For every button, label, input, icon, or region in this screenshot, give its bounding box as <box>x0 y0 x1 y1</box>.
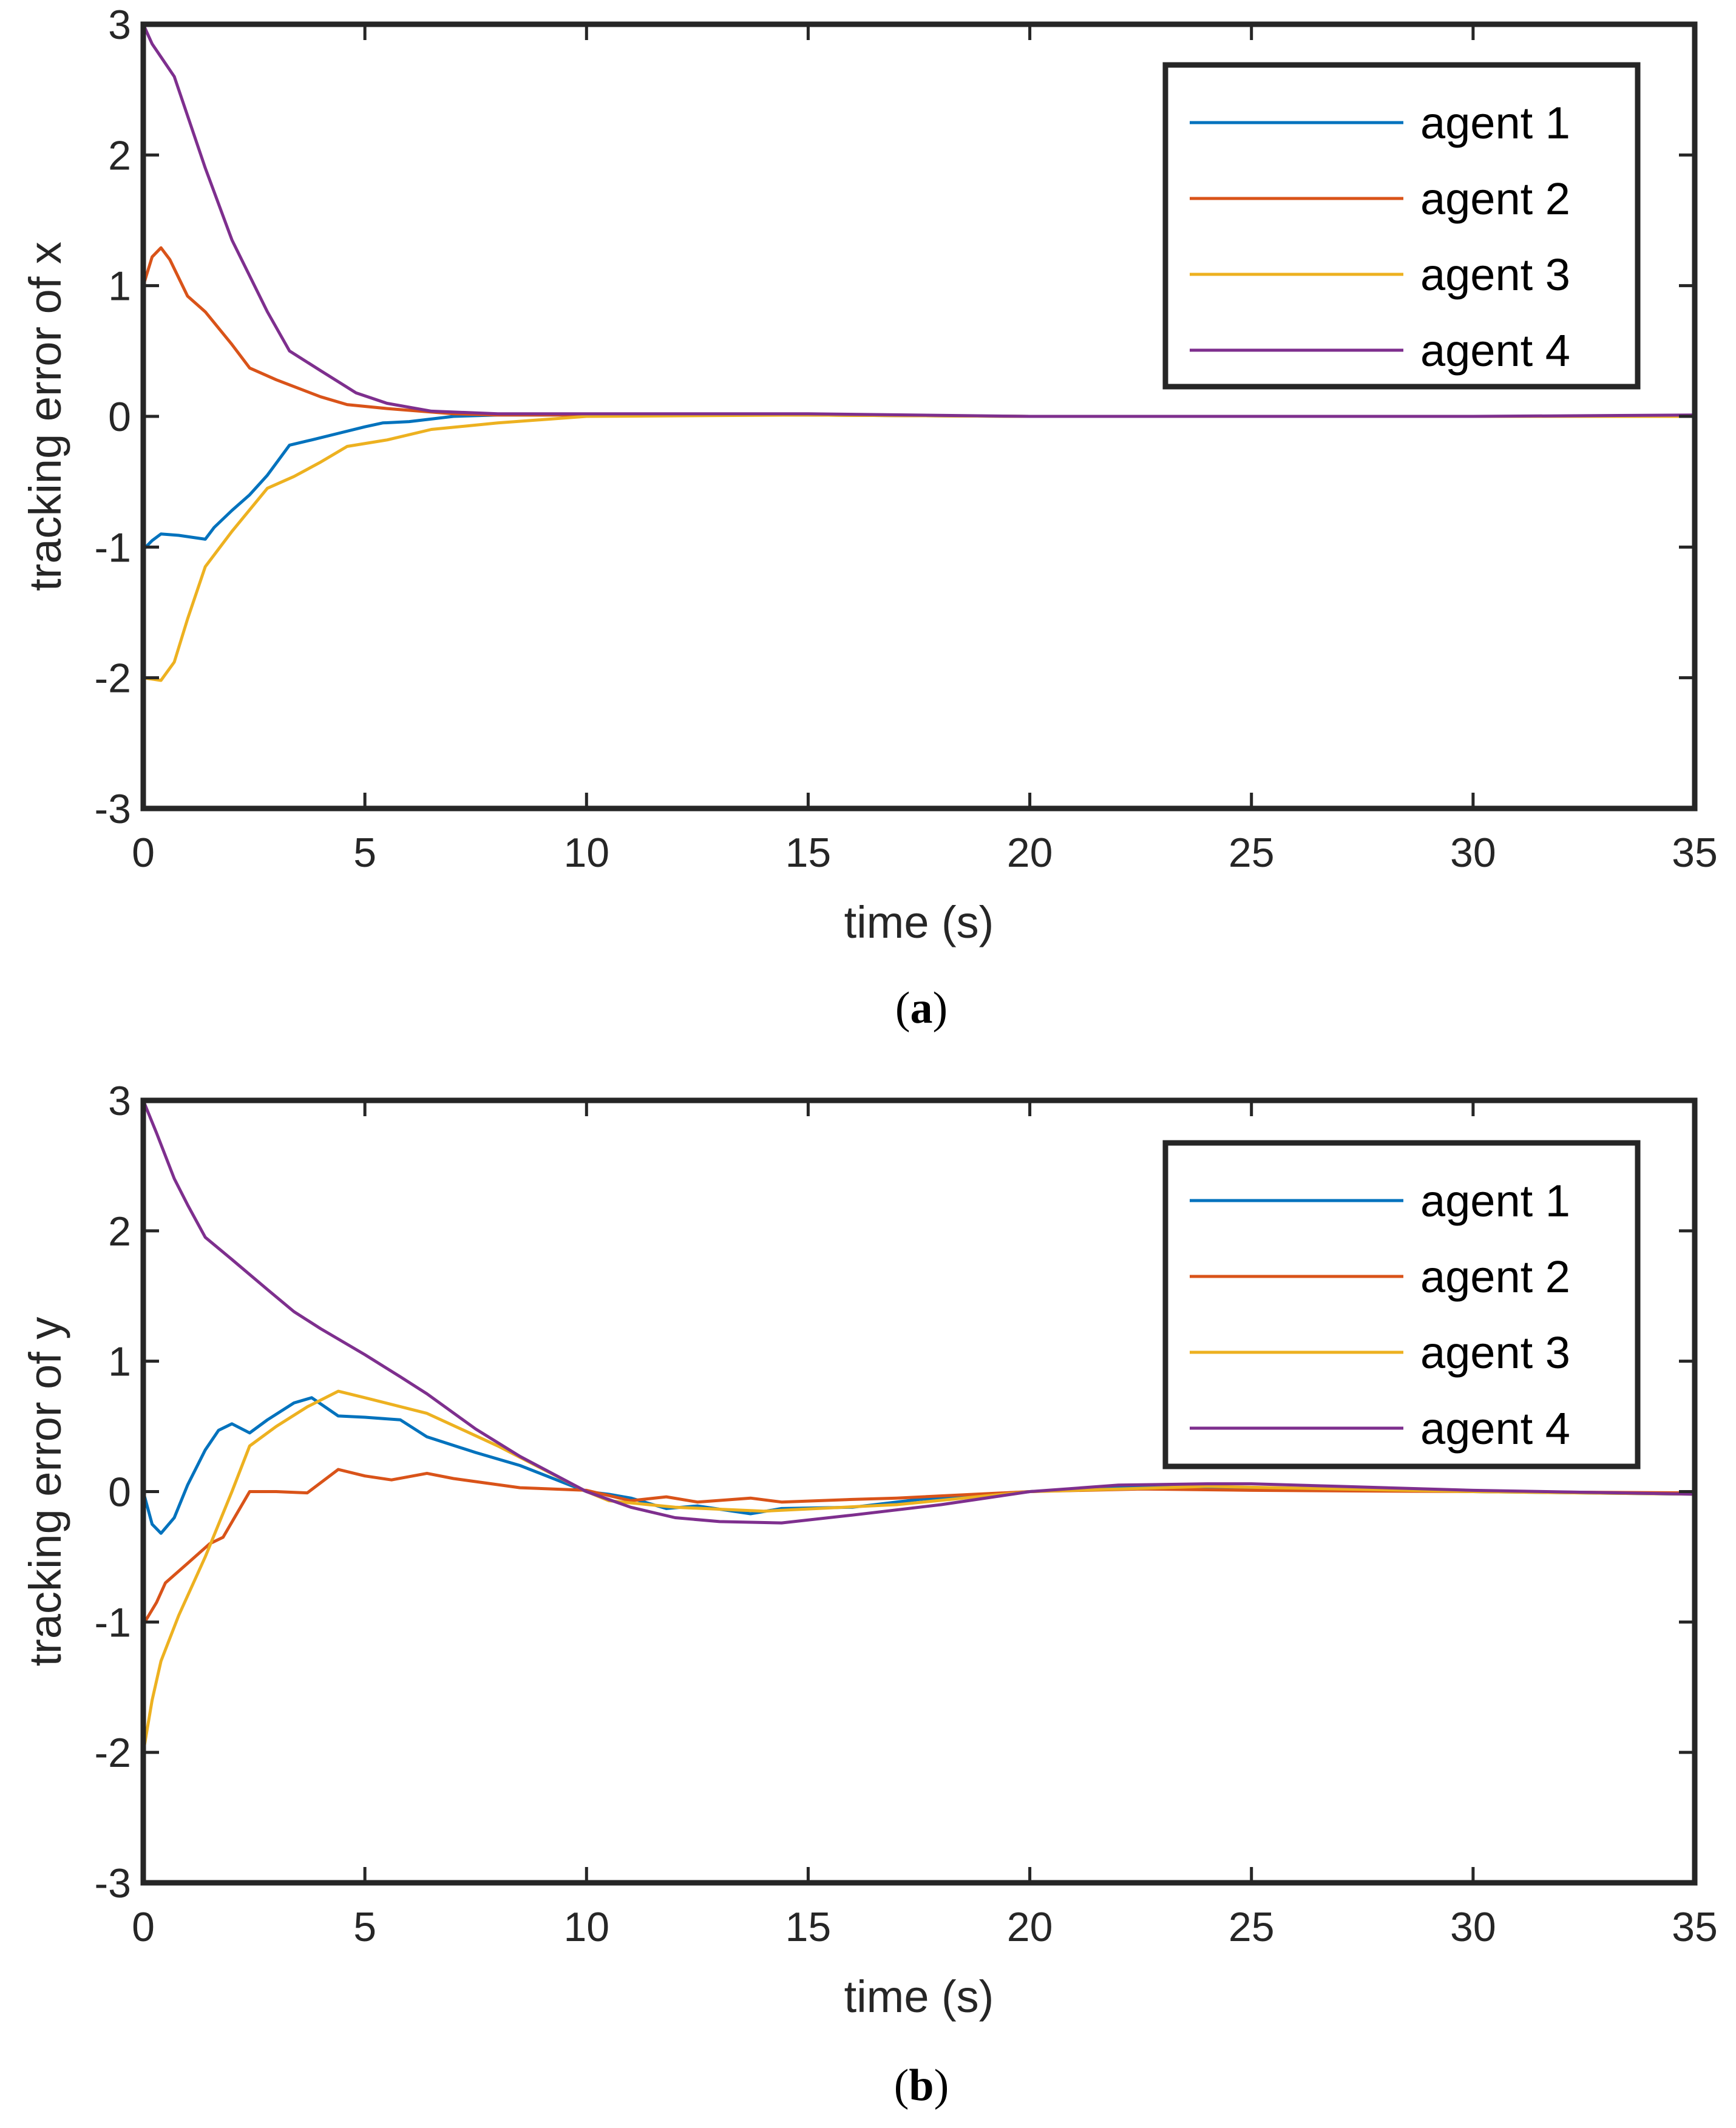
x-axis-label: time (s) <box>844 1971 994 2022</box>
panel-caption: (b) <box>894 2061 949 2110</box>
y-tick-label: 2 <box>108 132 131 178</box>
x-tick-label: 0 <box>132 1904 155 1950</box>
x-tick-label: 30 <box>1450 1904 1496 1950</box>
y-tick-label: -2 <box>95 1730 131 1776</box>
series-line-agent-3 <box>143 1389 1695 1753</box>
caption-paren-close: ) <box>934 2061 949 2110</box>
x-tick-label: 10 <box>563 830 609 876</box>
y-tick-label: 0 <box>108 394 131 440</box>
x-tick-label: 20 <box>1007 1904 1053 1950</box>
caption-letter: b <box>909 2061 934 2110</box>
x-tick-label: 35 <box>1672 1904 1718 1950</box>
x-tick-label: 35 <box>1672 830 1718 876</box>
series-line-agent-4 <box>143 24 1695 418</box>
y-axis-label: tracking error of x <box>20 242 70 591</box>
y-tick-label: -1 <box>95 524 131 571</box>
x-tick-label: 25 <box>1229 1904 1275 1950</box>
y-tick-label: 3 <box>108 2 131 48</box>
x-tick-label: 0 <box>132 830 155 876</box>
y-tick-label: 1 <box>108 263 131 310</box>
caption-paren-open: ( <box>895 983 910 1033</box>
legend-label: agent 4 <box>1420 1403 1570 1454</box>
y-tick-label: -2 <box>95 656 131 702</box>
y-tick-label: -3 <box>95 1860 131 1906</box>
legend: agent 1 agent 2 agent 3 agent 4 <box>1162 62 1641 390</box>
y-axis-label: tracking error of y <box>20 1317 70 1667</box>
y-tick-label: 3 <box>108 1078 131 1124</box>
y-tick-label: 2 <box>108 1208 131 1255</box>
legend-label: agent 4 <box>1420 325 1570 376</box>
legend-label: agent 1 <box>1420 1176 1570 1226</box>
legend-box <box>1162 62 1641 390</box>
series-line-agent-4 <box>143 1100 1695 1525</box>
series-line-agent-1 <box>143 413 1695 551</box>
caption-paren-close: ) <box>933 983 948 1033</box>
x-axis-label: time (s) <box>844 897 994 947</box>
y-tick-label: -3 <box>95 786 131 832</box>
x-tick-label: 25 <box>1229 830 1275 876</box>
x-tick-label: 20 <box>1007 830 1053 876</box>
y-tick-label: -1 <box>95 1599 131 1645</box>
x-tick-label: 5 <box>353 830 376 876</box>
y-tick-label: 1 <box>108 1339 131 1385</box>
x-tick-label: 10 <box>563 1904 609 1950</box>
legend-label: agent 3 <box>1420 249 1570 300</box>
series-line-agent-3 <box>143 413 1695 682</box>
series-line-agent-2 <box>143 1468 1695 1625</box>
legend-label: agent 2 <box>1420 174 1570 224</box>
legend-label: agent 3 <box>1420 1327 1570 1378</box>
x-tick-label: 15 <box>785 1904 832 1950</box>
legend-box <box>1162 1140 1641 1469</box>
x-tick-label: 5 <box>353 1904 376 1950</box>
legend-label: agent 1 <box>1420 98 1570 148</box>
panel-caption: (a) <box>895 983 948 1033</box>
legend-label: agent 2 <box>1420 1252 1570 1302</box>
y-tick-label: 0 <box>108 1469 131 1516</box>
legend: agent 1 agent 2 agent 3 agent 4 <box>1162 1140 1641 1469</box>
caption-letter: a <box>910 983 933 1033</box>
x-tick-label: 15 <box>785 830 832 876</box>
x-tick-label: 30 <box>1450 830 1496 876</box>
caption-paren-open: ( <box>894 2061 909 2110</box>
